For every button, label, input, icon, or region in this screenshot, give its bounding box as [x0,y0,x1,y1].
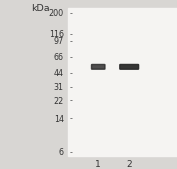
Text: 66: 66 [54,53,64,62]
Bar [68,8,177,156]
Text: 6: 6 [59,148,64,157]
Text: -: - [70,148,73,157]
FancyBboxPatch shape [120,64,139,69]
Text: -: - [70,53,73,62]
Text: -: - [70,38,73,46]
Text: 14: 14 [54,115,64,124]
Text: 22: 22 [53,97,64,106]
Text: 97: 97 [53,38,64,46]
Text: -: - [70,30,73,39]
Text: 31: 31 [54,83,64,92]
Text: 2: 2 [126,160,132,169]
Text: -: - [70,9,73,18]
Text: 44: 44 [54,69,64,78]
Text: 116: 116 [49,30,64,39]
Text: -: - [70,115,73,124]
Text: -: - [70,83,73,92]
Text: 1: 1 [95,160,101,169]
Text: -: - [70,69,73,78]
Text: kDa: kDa [31,4,50,13]
Text: 200: 200 [49,9,64,18]
Text: -: - [70,97,73,106]
FancyBboxPatch shape [92,64,105,69]
